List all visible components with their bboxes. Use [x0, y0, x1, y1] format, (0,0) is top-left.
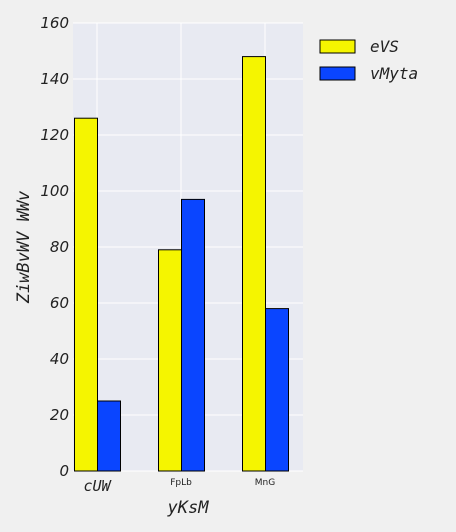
y-tick-label: 140 [40, 70, 69, 88]
legend-label: vMyta [370, 64, 418, 83]
legend-swatch [319, 39, 356, 54]
y-tick-label: 20 [50, 406, 69, 424]
x-tick-label: cUW [83, 477, 112, 495]
legend: eVS vMyta [319, 37, 418, 83]
y-tick-labels: 0 20 40 60 80 100 120 140 160 [40, 14, 69, 480]
legend-swatch [319, 66, 356, 81]
bar-eVS-MnG [242, 56, 266, 472]
x-axis-label: yKsM [167, 498, 210, 518]
bar-vMyta-cUW [97, 400, 121, 472]
bar-vMyta-FpLb [181, 198, 205, 472]
legend-label: eVS [370, 37, 399, 56]
x-tick-label: MnG [255, 478, 275, 488]
y-tick-label: 80 [50, 238, 69, 256]
y-tick-label: 100 [40, 182, 69, 200]
y-axis-label: ZiwBvWV WWv [14, 190, 34, 304]
y-tick-label: 120 [40, 126, 69, 144]
y-tick-label: 60 [50, 294, 69, 312]
y-tick-label: 0 [59, 462, 69, 480]
bar-eVS-FpLb [158, 249, 182, 472]
bar-eVS-cUW [74, 117, 98, 472]
bar-vMyta-MnG [265, 308, 289, 472]
x-tick-label: FpLb [170, 478, 192, 488]
y-tick-label: 40 [50, 350, 69, 368]
y-tick-label: 160 [40, 14, 69, 32]
bars [74, 56, 289, 472]
x-tick-labels: cUW FpLb MnG [83, 477, 275, 495]
